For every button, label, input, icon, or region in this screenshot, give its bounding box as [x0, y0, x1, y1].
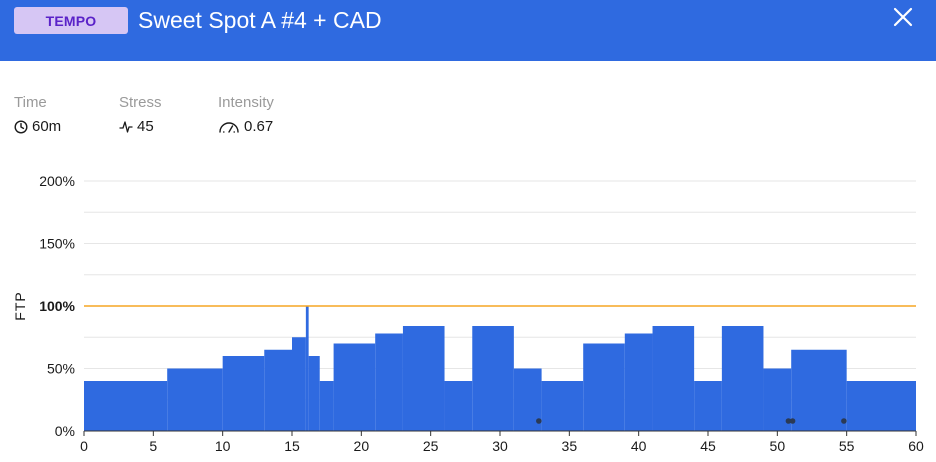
- power-segment[interactable]: [472, 326, 514, 431]
- y-tick-label: 50%: [47, 361, 75, 377]
- x-tick-label: 20: [354, 438, 370, 454]
- x-tick-label: 30: [492, 438, 508, 454]
- power-segment[interactable]: [319, 381, 334, 431]
- x-tick-label: 55: [839, 438, 855, 454]
- x-tick-label: 10: [215, 438, 231, 454]
- power-segment[interactable]: [444, 381, 473, 431]
- workout-header: TEMPO Sweet Spot A #4 + CAD: [0, 0, 936, 61]
- workout-type-badge: TEMPO: [14, 7, 128, 34]
- stat-time: Time 60m: [14, 94, 61, 136]
- x-tick-label: 5: [149, 438, 157, 454]
- power-segment[interactable]: [167, 368, 223, 432]
- interval-marker[interactable]: [785, 418, 792, 424]
- power-segment[interactable]: [846, 381, 916, 431]
- y-tick-label: 200%: [39, 173, 75, 189]
- chart-markers: [536, 418, 847, 424]
- y-tick-label: 100%: [39, 298, 75, 314]
- power-segment[interactable]: [721, 326, 764, 431]
- power-segment[interactable]: [375, 333, 403, 432]
- chart-segments: [84, 306, 916, 431]
- power-segment[interactable]: [292, 337, 306, 431]
- workout-title: Sweet Spot A #4 + CAD: [138, 7, 382, 33]
- chart-axes: 0% 50% 100% 150% 200% 0 5 10 15 20 25 30 35 40 45 50 55 6…: [39, 173, 924, 454]
- power-segment[interactable]: [308, 356, 320, 431]
- power-segment[interactable]: [84, 381, 168, 431]
- x-tick-label: 45: [700, 438, 716, 454]
- pulse-icon: [119, 120, 133, 134]
- interval-marker[interactable]: [841, 418, 847, 424]
- x-tick-label: 0: [80, 438, 88, 454]
- power-segment[interactable]: [583, 343, 625, 432]
- power-segment[interactable]: [305, 306, 309, 431]
- power-segment[interactable]: [652, 326, 695, 431]
- stat-stress: Stress 45: [119, 94, 162, 136]
- workout-power-chart: 0% 50% 100% 150% 200% 0 5 10 15 20 25 30 35 40 45 50 55 6…: [12, 173, 924, 454]
- stat-time-value: 60m: [32, 118, 62, 135]
- x-tick-label: 25: [423, 438, 439, 454]
- interval-marker[interactable]: [536, 418, 542, 424]
- stat-intensity-label: Intensity: [218, 94, 274, 111]
- power-segment[interactable]: [222, 356, 265, 431]
- gauge-icon: [218, 120, 240, 134]
- x-tick-label: 50: [770, 438, 786, 454]
- stat-intensity-value: 0.67: [244, 118, 274, 135]
- stat-stress-label: Stress: [119, 94, 162, 111]
- x-tick-label: 40: [631, 438, 647, 454]
- power-segment[interactable]: [402, 326, 445, 431]
- y-tick-label: 0%: [55, 423, 75, 439]
- clock-icon: [14, 120, 28, 134]
- x-tick-label: 35: [562, 438, 578, 454]
- power-segment[interactable]: [333, 343, 376, 432]
- interval-marker[interactable]: [789, 418, 796, 424]
- x-tick-label: 15: [284, 438, 300, 454]
- stat-intensity: Intensity 0.67: [218, 94, 274, 136]
- stat-stress-value: 45: [137, 118, 154, 135]
- power-segment[interactable]: [264, 349, 292, 431]
- power-segment[interactable]: [624, 333, 653, 432]
- y-tick-label: 150%: [39, 236, 75, 252]
- stat-time-label: Time: [14, 94, 47, 111]
- power-segment[interactable]: [541, 381, 584, 431]
- x-tick-label: 60: [908, 438, 924, 454]
- chart-y-axis-label: FTP: [12, 291, 28, 320]
- power-segment[interactable]: [791, 349, 847, 431]
- power-segment[interactable]: [694, 381, 722, 431]
- close-icon[interactable]: [890, 4, 916, 30]
